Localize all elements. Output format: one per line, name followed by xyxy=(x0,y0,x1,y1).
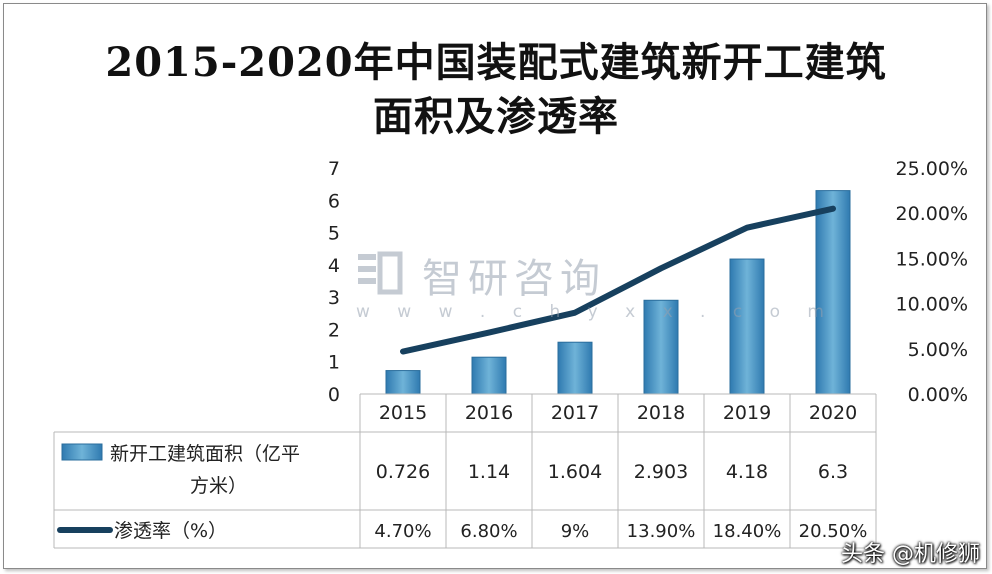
x-tick-label-2019: 2019 xyxy=(723,402,771,424)
table-rate-value-2020: 20.50% xyxy=(799,521,868,542)
right-tick-label: 20.00% xyxy=(896,203,968,225)
bar-series xyxy=(385,190,851,395)
left-tick-label: 7 xyxy=(328,158,340,180)
table-rate-value-2019: 18.40% xyxy=(713,521,782,542)
line-series xyxy=(400,205,836,355)
legend-line-label: 渗透率（%） xyxy=(114,520,227,542)
table-area-value-2020: 6.3 xyxy=(818,461,848,483)
chart-title-line2: 面积及渗透率 xyxy=(373,93,619,140)
x-tick-label-2018: 2018 xyxy=(637,402,685,424)
line-point-2020 xyxy=(832,207,834,210)
right-tick-label: 5.00% xyxy=(908,339,968,361)
table-area-value-2015: 0.726 xyxy=(376,461,430,483)
table-area-value-2017: 1.604 xyxy=(548,461,602,483)
line-point-2019 xyxy=(746,226,748,229)
left-tick-label: 4 xyxy=(328,255,340,277)
left-tick-label: 3 xyxy=(328,287,340,309)
line-point-2016 xyxy=(488,331,490,334)
penetration-rate-line xyxy=(400,205,836,355)
bar-2017 xyxy=(557,341,593,395)
bar-2016 xyxy=(471,356,507,395)
x-tick-label-2017: 2017 xyxy=(551,402,599,424)
left-tick-label: 5 xyxy=(328,223,340,245)
table-area-value-2016: 1.14 xyxy=(468,461,510,483)
legend-bar-label-line2: 方米） xyxy=(190,475,247,497)
legend-bar-swatch xyxy=(61,443,103,461)
chart-title-line1: 2015-2020年中国装配式建筑新开工建筑 xyxy=(105,39,887,86)
x-tick-label-2020: 2020 xyxy=(809,402,857,424)
left-tick-label: 0 xyxy=(328,384,340,406)
bar-2019 xyxy=(729,258,765,395)
watermark-text: 智研咨询 xyxy=(422,256,606,302)
chart-frame xyxy=(3,3,987,569)
left-axis-ticks: 0 1 2 3 4 5 6 7 xyxy=(328,158,340,406)
left-tick-label: 1 xyxy=(328,352,340,374)
right-tick-label: 25.00% xyxy=(896,158,968,180)
x-tick-label-2016: 2016 xyxy=(465,402,513,424)
right-tick-label: 0.00% xyxy=(908,384,968,406)
bar-2020 xyxy=(815,190,851,395)
table-rate-value-2015: 4.70% xyxy=(374,521,431,542)
legend-bar-label-line1: 新开工建筑面积（亿平 xyxy=(110,443,300,465)
watermark-url: w w w . c h y x x . c o m xyxy=(356,302,835,322)
bar-2015 xyxy=(385,370,421,395)
right-axis-ticks: 0.00% 5.00% 10.00% 15.00% 20.00% 25.00% xyxy=(896,158,968,406)
table-rate-value-2017: 9% xyxy=(561,521,590,542)
left-tick-label: 2 xyxy=(328,319,340,341)
table-area-value-2019: 4.18 xyxy=(726,461,768,483)
table-rate-value-2016: 6.80% xyxy=(460,521,517,542)
right-tick-label: 10.00% xyxy=(896,294,968,316)
line-point-2017 xyxy=(574,311,576,314)
left-tick-label: 6 xyxy=(328,190,340,212)
right-tick-label: 15.00% xyxy=(896,248,968,270)
bar-2018 xyxy=(643,299,679,395)
table-rate-value-2018: 13.90% xyxy=(627,521,696,542)
credit-label: 头条 @机修狮 xyxy=(841,542,980,567)
line-point-2018 xyxy=(660,267,662,270)
x-tick-label-2015: 2015 xyxy=(379,402,427,424)
table-area-value-2018: 2.903 xyxy=(634,461,688,483)
watermark-logo-icon xyxy=(358,251,403,295)
line-point-2015 xyxy=(402,350,404,353)
